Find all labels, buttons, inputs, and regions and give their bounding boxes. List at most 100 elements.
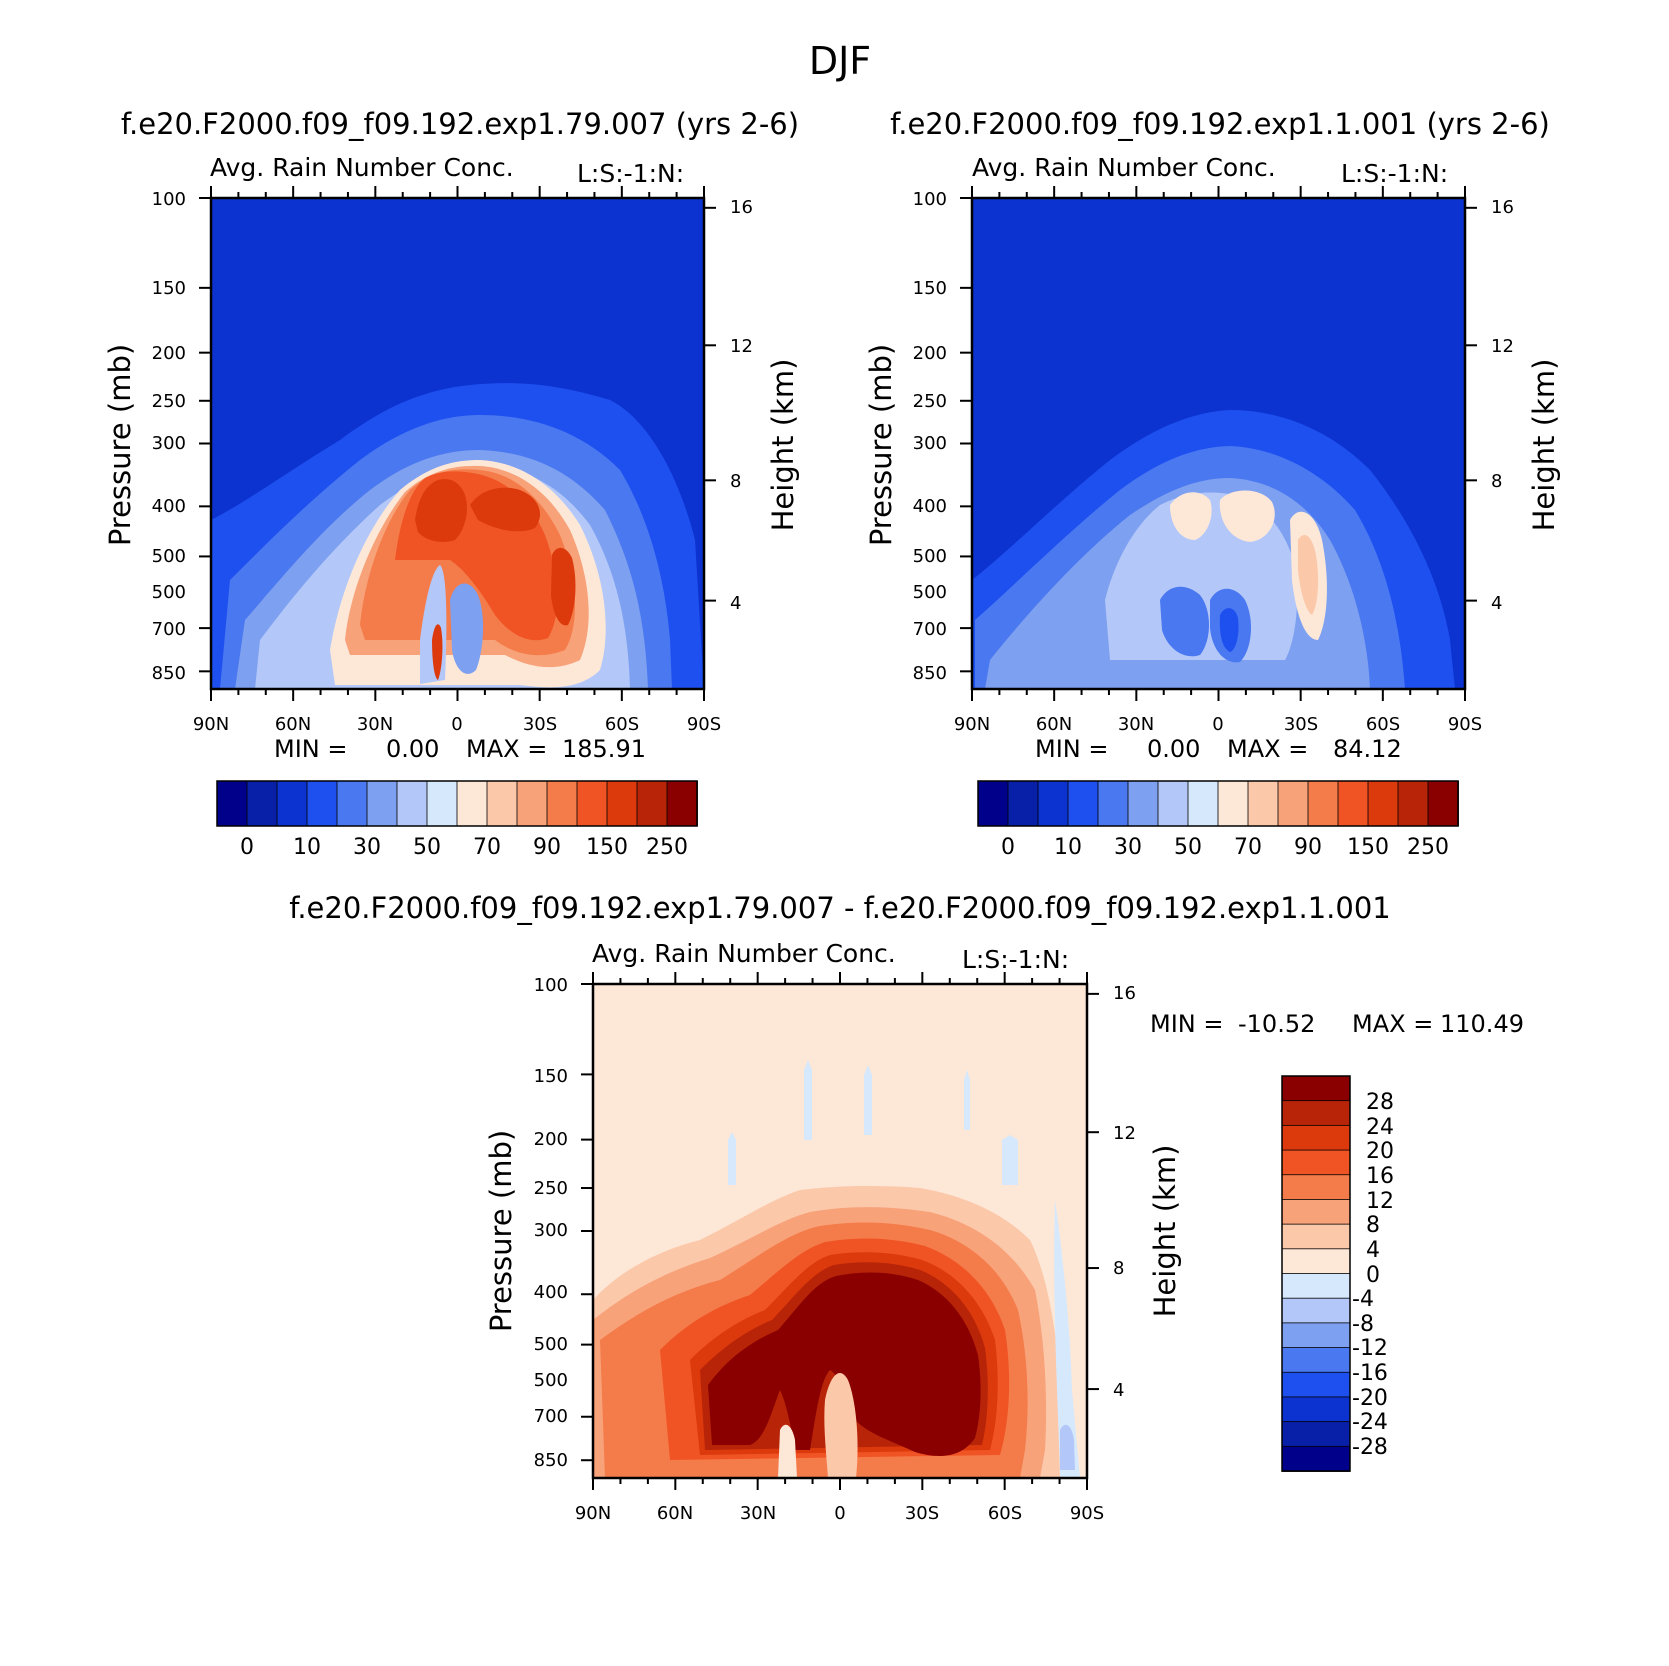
panel-bottom-x-ticks: 90N 60N 30N 0 30S 60S 90S bbox=[575, 1503, 1104, 1524]
panel-bottom-y2tick-12: 12 bbox=[1113, 1123, 1136, 1144]
panel-top-right-cbar-label-2: 30 bbox=[1114, 835, 1142, 860]
panel-top-left-y2label: Height (km) bbox=[766, 359, 800, 532]
panel-top-left-xtick-30s: 30S bbox=[523, 714, 557, 735]
colorbar-cell bbox=[1247, 780, 1279, 827]
panel-bottom-neg-4 bbox=[728, 1132, 736, 1185]
colorbar-cell bbox=[1281, 1421, 1351, 1448]
panel-top-left-min-label: MIN = bbox=[274, 735, 347, 763]
panel-top-left-ytick-500b: 500 bbox=[152, 582, 186, 603]
panel-top-right-plot bbox=[972, 198, 1465, 689]
panel-bottom-min-label: MIN = bbox=[1150, 1010, 1223, 1038]
panel-bottom-cbar-label-1: 24 bbox=[1366, 1115, 1394, 1140]
panel-top-left-contour-250c bbox=[551, 547, 576, 626]
panel-top-right-colorbar: 0 10 30 50 70 90 150 250 bbox=[977, 780, 1459, 860]
panel-top-right-ytick-150: 150 bbox=[913, 278, 947, 299]
panel-top-right-warm-3b bbox=[1298, 535, 1319, 615]
panel-top-left-xtick-90n: 90N bbox=[193, 714, 229, 735]
panel-top-left-xtick-60s: 60S bbox=[605, 714, 639, 735]
panel-top-left-colorbar: 0 10 30 50 70 90 150 250 bbox=[216, 780, 698, 860]
panel-top-left-title: Avg. Rain Number Conc. bbox=[210, 153, 514, 182]
panel-bottom-max-label: MAX = bbox=[1352, 1010, 1433, 1038]
panel-bottom-cbar-label-4: 12 bbox=[1366, 1189, 1394, 1214]
panel-top-left-y2tick-4: 4 bbox=[730, 593, 741, 614]
colorbar-cell bbox=[1427, 780, 1459, 827]
colorbar-cell bbox=[276, 780, 308, 827]
colorbar-cell bbox=[1281, 1322, 1351, 1349]
panel-bottom-ytick-400: 400 bbox=[534, 1282, 568, 1303]
colorbar-cell bbox=[576, 780, 608, 827]
panel-1-tick-marks bbox=[960, 186, 1477, 701]
panel-bottom-xtick-90n: 90N bbox=[575, 1503, 611, 1524]
panel-top-right-min-value: 0.00 bbox=[1147, 735, 1200, 763]
panel-bottom-cbar-label-2: 20 bbox=[1366, 1139, 1394, 1164]
panel-top-right-cool-2b bbox=[1219, 608, 1239, 652]
colorbar-cell bbox=[1281, 1396, 1351, 1423]
panel-bottom-ytick-100: 100 bbox=[534, 975, 568, 996]
panel-bottom-ytick-300: 300 bbox=[534, 1220, 568, 1241]
colorbar-cell bbox=[666, 780, 698, 827]
panel-bottom-colorbar: 28 24 20 16 12 8 4 0 -4 -8 -12 -16 -20 -… bbox=[1281, 1075, 1394, 1472]
colorbar-cell bbox=[1281, 1445, 1351, 1472]
colorbar-cell bbox=[1281, 1075, 1351, 1102]
colorbar-cell bbox=[1097, 780, 1129, 827]
panel-top-right-xtick-60n: 60N bbox=[1036, 714, 1072, 735]
panel-top-left-ytick-700: 700 bbox=[152, 619, 186, 640]
panel-top-right-cbar-label-1: 10 bbox=[1054, 835, 1082, 860]
panel-bottom-xtick-30s: 30S bbox=[905, 1503, 939, 1524]
panel-top-right-cbar-label-5: 90 bbox=[1294, 835, 1322, 860]
panel-top-left-max-value: 185.91 bbox=[562, 735, 646, 763]
panel-bottom-cbar-label-6: 4 bbox=[1366, 1238, 1380, 1263]
colorbar-cell bbox=[516, 780, 548, 827]
colorbar-cell bbox=[1307, 780, 1339, 827]
panel-bottom-xtick-60s: 60S bbox=[988, 1503, 1022, 1524]
panel-top-left-cbar-label-1: 10 bbox=[293, 835, 321, 860]
colorbar-cell bbox=[1281, 1199, 1351, 1226]
panel-top-right-ytick-100: 100 bbox=[913, 189, 947, 210]
panel-top-right-cbar-label-3: 50 bbox=[1174, 835, 1202, 860]
panel-bottom-cbar-label-8: -4 bbox=[1352, 1287, 1374, 1312]
panel-0-tick-marks bbox=[199, 186, 716, 701]
panel-top-left-xtick-0: 0 bbox=[451, 714, 462, 735]
colorbar-cell bbox=[636, 780, 668, 827]
panel-bottom-cbar-label-3: 16 bbox=[1366, 1164, 1394, 1189]
panel-top-left-max-label: MAX = bbox=[466, 735, 547, 763]
panel-top-left-cbar-label-6: 150 bbox=[586, 835, 628, 860]
figure-title: DJF bbox=[809, 39, 871, 83]
panel-bottom-y-ticks: 100 150 200 250 300 400 500 500 700 850 bbox=[534, 975, 568, 1471]
panel-top-right-cbar-label-4: 70 bbox=[1234, 835, 1262, 860]
panel-bottom-cbar-label-13: -24 bbox=[1352, 1410, 1388, 1435]
panel-bottom-cbar-label-0: 28 bbox=[1366, 1090, 1394, 1115]
colorbar-cell bbox=[1281, 1273, 1351, 1300]
panel-bottom-cbar-label-7: 0 bbox=[1366, 1263, 1380, 1288]
panel-top-right-xtick-0: 0 bbox=[1212, 714, 1223, 735]
panel-top-right: f.e20.F2000.f09_f09.192.exp1.1.001 (yrs … bbox=[864, 107, 1561, 860]
panel-top-left-ytick-150: 150 bbox=[152, 278, 186, 299]
panel-top-right-cbar-label-0: 0 bbox=[1001, 835, 1015, 860]
panel-top-left-ytick-400: 400 bbox=[152, 496, 186, 517]
panel-bottom-ytick-200: 200 bbox=[534, 1129, 568, 1150]
panel-top-left-case-title: f.e20.F2000.f09_f09.192.exp1.79.007 (yrs… bbox=[121, 107, 799, 141]
panel-bottom-colorbar-cells bbox=[1281, 1075, 1351, 1472]
colorbar-cell bbox=[1397, 780, 1429, 827]
colorbar-cell bbox=[456, 780, 488, 827]
panel-bottom-y2tick-4: 4 bbox=[1113, 1380, 1124, 1401]
panel-top-left-xtick-30n: 30N bbox=[357, 714, 393, 735]
colorbar-cell bbox=[1037, 780, 1069, 827]
colorbar-cell bbox=[486, 780, 518, 827]
colorbar-cell bbox=[546, 780, 578, 827]
panel-top-left-min-value: 0.00 bbox=[386, 735, 439, 763]
panel-bottom-plot bbox=[593, 984, 1087, 1478]
panel-bottom-ytick-250: 250 bbox=[534, 1178, 568, 1199]
colorbar-cell bbox=[1281, 1100, 1351, 1127]
panel-bottom-min-value: -10.52 bbox=[1238, 1010, 1315, 1038]
panel-top-right-xtick-30s: 30S bbox=[1284, 714, 1318, 735]
panel-top-left-colorbar-cells bbox=[216, 780, 698, 827]
panel-bottom-cbar-label-12: -20 bbox=[1352, 1386, 1388, 1411]
colorbar-cell bbox=[1187, 780, 1219, 827]
panel-top-right-warm-1 bbox=[1170, 492, 1212, 540]
colorbar-cell bbox=[1281, 1371, 1351, 1398]
panel-bottom-ytick-500b: 500 bbox=[534, 1370, 568, 1391]
panel-bottom-neg-7 bbox=[1060, 1424, 1075, 1470]
panel-bottom-subtitle: L:S:-1:N: bbox=[962, 945, 1069, 974]
